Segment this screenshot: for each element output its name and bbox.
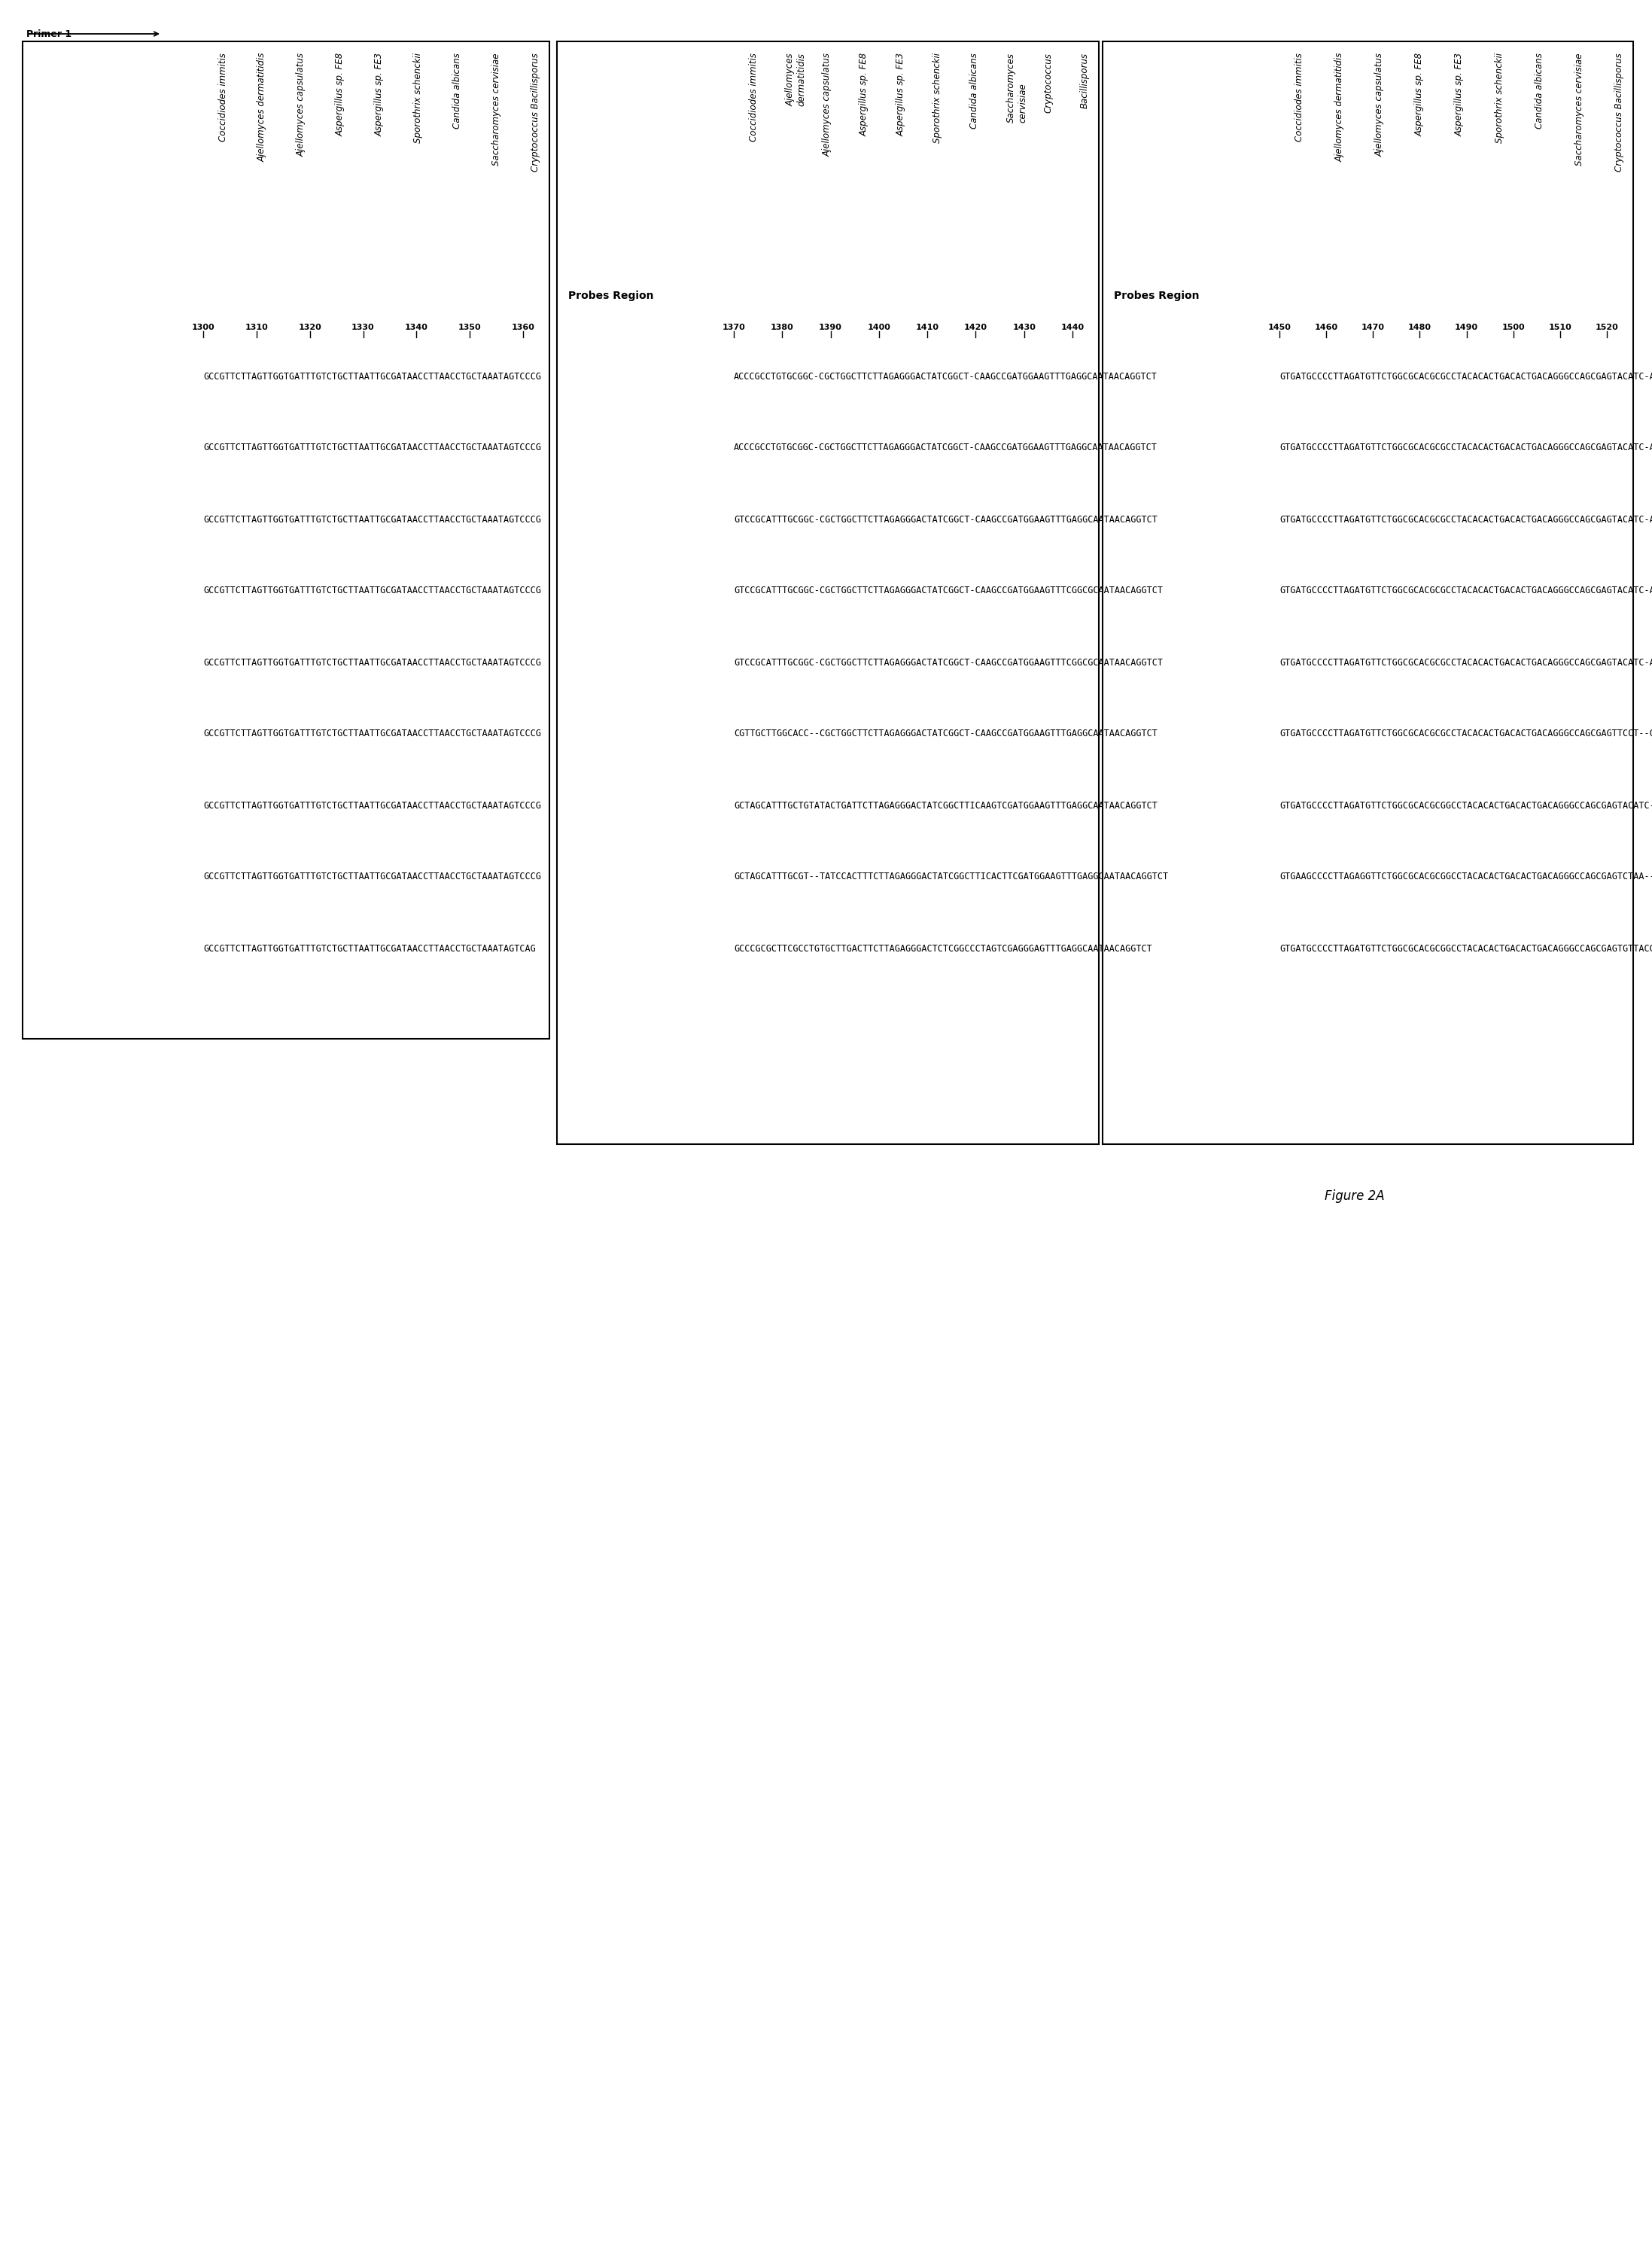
Text: 1490: 1490 — [1455, 323, 1479, 330]
Text: GTGATGCCCCTTAGATGTTCTGGCGCACGCGGCCTACACACTGACACTGACAGGGCCAGCGAGTGTTACGCCCTTGGCCC: GTGATGCCCCTTAGATGTTCTGGCGCACGCGGCCTACACA… — [1279, 943, 1652, 952]
Text: 1390: 1390 — [819, 323, 843, 330]
Text: Aspergillus sp. FE3: Aspergillus sp. FE3 — [895, 52, 905, 136]
Text: 1500: 1500 — [1502, 323, 1525, 330]
Text: 1510: 1510 — [1548, 323, 1571, 330]
Text: 1480: 1480 — [1408, 323, 1431, 330]
Text: GTGATGCCCCTTAGATGTTCTGGCGCACGCGCCTACACACTGACACTGACAGGGCCAGCGAGTACATC-ACCTTGGCCCG: GTGATGCCCCTTAGATGTTCTGGCGCACGCGCCTACACAC… — [1279, 586, 1652, 595]
Text: ACCCGCCTGTGCGGC-CGCTGGCTTCTTAGAGGGACTATCGGCT-CAAGCCGATGGAAGTTTGAGGCAATAACAGGTCT: ACCCGCCTGTGCGGC-CGCTGGCTTCTTAGAGGGACTATC… — [733, 371, 1158, 382]
Text: Coccidiodes immitis: Coccidiodes immitis — [1295, 52, 1305, 143]
Text: 1400: 1400 — [867, 323, 890, 330]
Text: GCCGTTCTTAGTTGGTGATTTGTCTGCTTAATTGCGATAACCTTAACCTGCTAAATAGTCCCG: GCCGTTCTTAGTTGGTGATTTGTCTGCTTAATTGCGATAA… — [203, 658, 542, 667]
Text: 1340: 1340 — [405, 323, 428, 330]
Text: Sporothrix schenckii: Sporothrix schenckii — [1495, 52, 1505, 143]
Text: 1320: 1320 — [299, 323, 322, 330]
Text: Saccharomyces
cervisiae: Saccharomyces cervisiae — [1006, 52, 1028, 122]
Text: Bacillisporus: Bacillisporus — [1080, 52, 1090, 109]
Text: Coccidiodes immitis: Coccidiodes immitis — [748, 52, 758, 143]
Text: 1380: 1380 — [770, 323, 793, 330]
Text: 1310: 1310 — [244, 323, 268, 330]
Text: Aspergillus sp. FE3: Aspergillus sp. FE3 — [1454, 52, 1464, 136]
Text: GCCCGCGCTTCGCCTGTGCTTGACTTCTTAGAGGGACTCTCGGCCCTAGTCGAGGGAGTTTGAGGCAATAACAGGTCT: GCCCGCGCTTCGCCTGTGCTTGACTTCTTAGAGGGACTCT… — [733, 943, 1151, 952]
Text: Ajellomyces dermatitidis: Ajellomyces dermatitidis — [258, 52, 268, 163]
Text: GTGATGCCCCTTAGATGTTCTGGCGCACGCGGCCTACACACTGACACTGACAGGGCCAGCGAGTACATC-ACCTTGGCCC: GTGATGCCCCTTAGATGTTCTGGCGCACGCGGCCTACACA… — [1279, 801, 1652, 810]
Text: GTGATGCCCCTTAGATGTTCTGGCGCACGCGCCTACACACTGACACTGACAGGGCCAGCGAGTACATC-ACCTTGGCCCG: GTGATGCCCCTTAGATGTTCTGGCGCACGCGCCTACACAC… — [1279, 658, 1652, 667]
Text: Candida albicans: Candida albicans — [453, 52, 463, 129]
Text: GCCGTTCTTAGTTGGTGATTTGTCTGCTTAATTGCGATAACCTTAACCTGCTAAATAGTCAG: GCCGTTCTTAGTTGGTGATTTGTCTGCTTAATTGCGATAA… — [203, 943, 535, 952]
Text: Aspergillus sp. FE8: Aspergillus sp. FE8 — [859, 52, 869, 136]
Text: Coccidiodes immitis: Coccidiodes immitis — [218, 52, 228, 143]
Text: 1300: 1300 — [192, 323, 215, 330]
Text: 1440: 1440 — [1061, 323, 1084, 330]
Text: Ajellomyces
dermatitidis: Ajellomyces dermatitidis — [786, 52, 806, 106]
Bar — [557, 41, 1099, 1145]
Bar — [1102, 41, 1634, 1145]
Text: Sporothrix schenckii: Sporothrix schenckii — [933, 52, 943, 143]
Text: GCCGTTCTTAGTTGGTGATTTGTCTGCTTAATTGCGATAACCTTAACCTGCTAAATAGTCCCG: GCCGTTCTTAGTTGGTGATTTGTCTGCTTAATTGCGATAA… — [203, 873, 542, 882]
Text: 1450: 1450 — [1267, 323, 1292, 330]
Text: GCCGTTCTTAGTTGGTGATTTGTCTGCTTAATTGCGATAACCTTAACCTGCTAAATAGTCCCG: GCCGTTCTTAGTTGGTGATTTGTCTGCTTAATTGCGATAA… — [203, 728, 542, 740]
Text: Probes Region: Probes Region — [568, 290, 654, 301]
Text: Figure 2A: Figure 2A — [1325, 1190, 1384, 1203]
Text: GTCCGCATTTGCGGC-CGCTGGCTTCTTAGAGGGACTATCGGCT-CAAGCCGATGGAAGTTTGAGGCAATAACAGGTCT: GTCCGCATTTGCGGC-CGCTGGCTTCTTAGAGGGACTATC… — [733, 513, 1158, 525]
Text: Saccharomyces cervisiae: Saccharomyces cervisiae — [1574, 52, 1584, 165]
Text: 1330: 1330 — [352, 323, 375, 330]
Text: 1410: 1410 — [915, 323, 938, 330]
Text: Saccharomyces cervisiae: Saccharomyces cervisiae — [492, 52, 501, 165]
Text: Ajellomyces capsulatus: Ajellomyces capsulatus — [1374, 52, 1384, 156]
Text: Cryptococcus Bacillisporus: Cryptococcus Bacillisporus — [530, 52, 540, 172]
Bar — [23, 41, 550, 1038]
Text: 1370: 1370 — [722, 323, 745, 330]
Text: GCTAGCATTTGCTGTATACTGATTCTTAGAGGGACTATCGGCTTICAAGTCGATGGAAGTTTGAGGCAATAACAGGTCT: GCTAGCATTTGCTGTATACTGATTCTTAGAGGGACTATCG… — [733, 801, 1158, 810]
Text: GCCGTTCTTAGTTGGTGATTTGTCTGCTTAATTGCGATAACCTTAACCTGCTAAATAGTCCCG: GCCGTTCTTAGTTGGTGATTTGTCTGCTTAATTGCGATAA… — [203, 513, 542, 525]
Text: Candida albicans: Candida albicans — [970, 52, 980, 129]
Text: Sporothrix schenckii: Sporothrix schenckii — [413, 52, 423, 143]
Text: GCTAGCATTTGCGT--TATCCACTTTCTTAGAGGGACTATCGGCTTICACTTCGATGGAAGTTTGAGGCAATAACAGGTC: GCTAGCATTTGCGT--TATCCACTTTCTTAGAGGGACTAT… — [733, 873, 1168, 882]
Text: 1420: 1420 — [965, 323, 988, 330]
Text: 1430: 1430 — [1013, 323, 1036, 330]
Text: CGTTGCTTGGCACC--CGCTGGCTTCTTAGAGGGACTATCGGCT-CAAGCCGATGGAAGTTTGAGGCAATAACAGGTCT: CGTTGCTTGGCACC--CGCTGGCTTCTTAGAGGGACTATC… — [733, 728, 1158, 740]
Text: 1470: 1470 — [1361, 323, 1384, 330]
Text: GTGATGCCCCTTAGATGTTCTGGCGCACGCGCCTACACACTGACACTGACAGGGCCAGCGAGTTCCT--CCTTGGCCCGA: GTGATGCCCCTTAGATGTTCTGGCGCACGCGCCTACACAC… — [1279, 728, 1652, 740]
Text: GTCCGCATTTGCGGC-CGCTGGCTTCTTAGAGGGACTATCGGCT-CAAGCCGATGGAAGTTTCGGCGCAATAACAGGTCT: GTCCGCATTTGCGGC-CGCTGGCTTCTTAGAGGGACTATC… — [733, 586, 1163, 595]
Text: Ajellomyces capsulatus: Ajellomyces capsulatus — [296, 52, 306, 156]
Text: GCCGTTCTTAGTTGGTGATTTGTCTGCTTAATTGCGATAACCTTAACCTGCTAAATAGTCCCG: GCCGTTCTTAGTTGGTGATTTGTCTGCTTAATTGCGATAA… — [203, 371, 542, 382]
Text: 1520: 1520 — [1596, 323, 1619, 330]
Text: Aspergillus sp. FE3: Aspergillus sp. FE3 — [375, 52, 385, 136]
Text: GTGATGCCCCTTAGATGTTCTGGCGCACGCGCCTACACACTGACACTGACAGGGCCAGCGAGTACATC-ACCTTGGCCCG: GTGATGCCCCTTAGATGTTCTGGCGCACGCGCCTACACAC… — [1279, 443, 1652, 452]
Text: 1460: 1460 — [1315, 323, 1338, 330]
Text: ACCCGCCTGTGCGGC-CGCTGGCTTCTTAGAGGGACTATCGGCT-CAAGCCGATGGAAGTTTGAGGCAATAACAGGTCT: ACCCGCCTGTGCGGC-CGCTGGCTTCTTAGAGGGACTATC… — [733, 443, 1158, 452]
Text: 1350: 1350 — [458, 323, 481, 330]
Text: Cryptococcus Bacillisporus: Cryptococcus Bacillisporus — [1614, 52, 1624, 172]
Text: Ajellomyces dermatitidis: Ajellomyces dermatitidis — [1335, 52, 1345, 163]
Text: GCCGTTCTTAGTTGGTGATTTGTCTGCTTAATTGCGATAACCTTAACCTGCTAAATAGTCCCG: GCCGTTCTTAGTTGGTGATTTGTCTGCTTAATTGCGATAA… — [203, 443, 542, 452]
Text: Candida albicans: Candida albicans — [1535, 52, 1545, 129]
Text: GTGAAGCCCCTTAGAGGTTCTGGCGCACGCGGCCTACACACTGACACTGACAGGGCCAGCGAGTCTAA--CCTTGGCCCG: GTGAAGCCCCTTAGAGGTTCTGGCGCACGCGGCCTACACA… — [1279, 873, 1652, 882]
Text: GTCCGCATTTGCGGC-CGCTGGCTTCTTAGAGGGACTATCGGCT-CAAGCCGATGGAAGTTTCGGCGCAATAACAGGTCT: GTCCGCATTTGCGGC-CGCTGGCTTCTTAGAGGGACTATC… — [733, 658, 1163, 667]
Text: Aspergillus sp. FE8: Aspergillus sp. FE8 — [1414, 52, 1424, 136]
Text: Probes Region: Probes Region — [1113, 290, 1199, 301]
Text: Aspergillus sp. FE8: Aspergillus sp. FE8 — [335, 52, 345, 136]
Text: 1360: 1360 — [512, 323, 535, 330]
Text: Primer 1: Primer 1 — [26, 29, 71, 38]
Text: Ajellomyces capsulatus: Ajellomyces capsulatus — [823, 52, 833, 156]
Text: GCCGTTCTTAGTTGGTGATTTGTCTGCTTAATTGCGATAACCTTAACCTGCTAAATAGTCCCG: GCCGTTCTTAGTTGGTGATTTGTCTGCTTAATTGCGATAA… — [203, 586, 542, 595]
Text: GTGATGCCCCTTAGATGTTCTGGCGCACGCGCCTACACACTGACACTGACAGGGCCAGCGAGTACATC-ACCTTGGCCCG: GTGATGCCCCTTAGATGTTCTGGCGCACGCGCCTACACAC… — [1279, 371, 1652, 382]
Text: Cryptococcus: Cryptococcus — [1042, 52, 1052, 113]
Text: GTGATGCCCCTTAGATGTTCTGGCGCACGCGCCTACACACTGACACTGACAGGGCCAGCGAGTACATC-ACCTTGACCCG: GTGATGCCCCTTAGATGTTCTGGCGCACGCGCCTACACAC… — [1279, 513, 1652, 525]
Text: GCCGTTCTTAGTTGGTGATTTGTCTGCTTAATTGCGATAACCTTAACCTGCTAAATAGTCCCG: GCCGTTCTTAGTTGGTGATTTGTCTGCTTAATTGCGATAA… — [203, 801, 542, 810]
